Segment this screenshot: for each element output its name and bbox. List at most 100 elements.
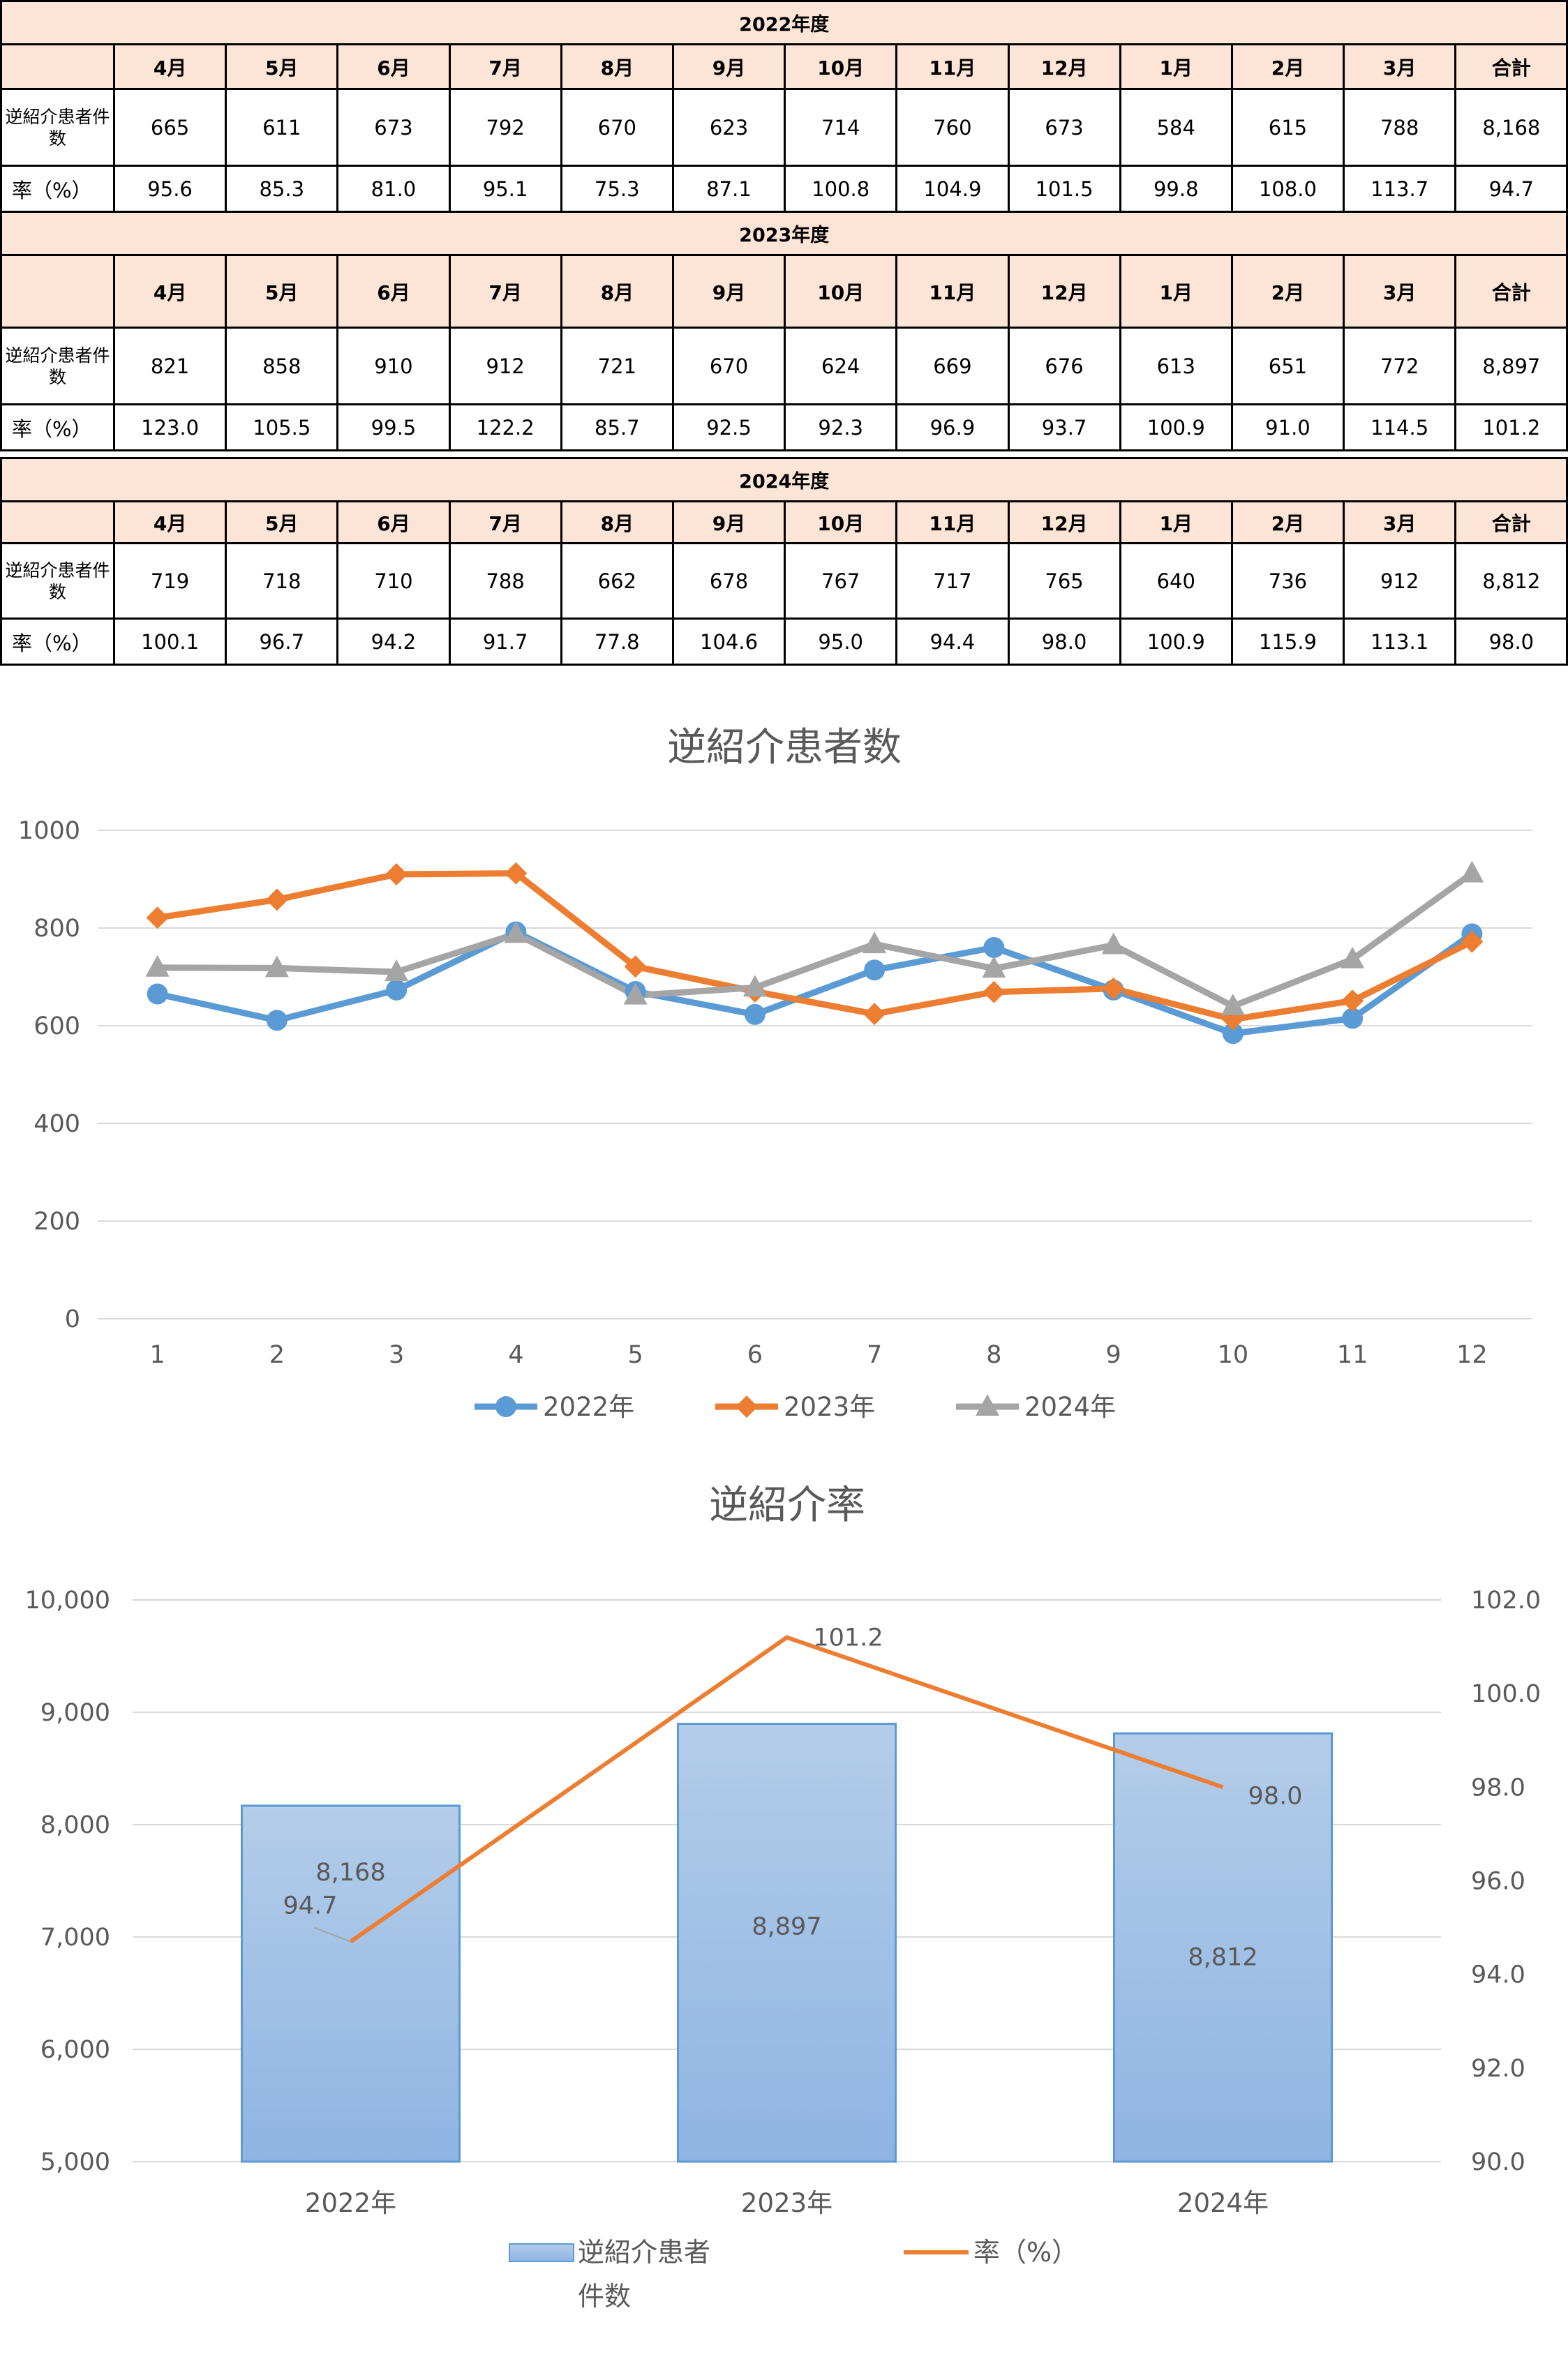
legend-label: 2023年 <box>784 1392 875 1422</box>
corner-cell <box>0 500 115 544</box>
count-cell: 613 <box>1119 327 1233 405</box>
y-right-tick-label: 96.0 <box>1471 1868 1525 1896</box>
month-header: 11月 <box>895 254 1010 329</box>
data-point <box>624 955 647 978</box>
rate-cell: 100.1 <box>112 618 227 666</box>
month-header: 3月 <box>1343 254 1457 329</box>
month-header: 6月 <box>336 500 451 544</box>
bar <box>241 1804 461 2163</box>
month-header: 9月 <box>671 254 786 329</box>
data-point <box>1102 977 1125 1000</box>
bar <box>1113 1732 1333 2163</box>
data-point <box>742 975 767 997</box>
x-tick-label: 6 <box>747 1341 763 1369</box>
y-tick-label: 0 <box>65 1305 80 1333</box>
data-point <box>982 956 1006 978</box>
month-header: 12月 <box>1007 254 1121 329</box>
rate-cell: 95.6 <box>112 165 227 213</box>
row-label-rate: 率（%） <box>0 165 115 213</box>
legend-marker <box>736 1396 758 1418</box>
month-header: 合計 <box>1454 43 1568 90</box>
month-header: 5月 <box>225 43 339 90</box>
month-header: 1月 <box>1119 500 1233 544</box>
count-cell: 662 <box>560 542 674 620</box>
data-point <box>384 959 409 981</box>
month-header: 7月 <box>448 500 562 544</box>
rate-cell: 92.5 <box>671 403 786 451</box>
y-right-tick-label: 92.0 <box>1471 2055 1525 2083</box>
rate-cell: 77.8 <box>560 618 674 666</box>
data-point <box>863 931 887 954</box>
rate-cell: 101.5 <box>1007 165 1121 213</box>
row-label-count: 逆紹介患者件数 <box>0 327 115 405</box>
count-cell: 669 <box>895 327 1010 405</box>
row-label-rate: 率（%） <box>0 618 115 666</box>
count-cell: 772 <box>1343 327 1457 405</box>
x-tick-label: 1 <box>149 1341 165 1369</box>
y-right-tick-label: 90.0 <box>1471 2148 1525 2176</box>
chart-title: 逆紹介率 <box>709 1483 865 1528</box>
count-cell: 736 <box>1230 542 1345 620</box>
rate-cell: 75.3 <box>560 165 674 213</box>
month-header: 合計 <box>1454 254 1568 329</box>
month-header: 2月 <box>1230 43 1345 90</box>
y-left-tick-label: 9,000 <box>40 1699 110 1727</box>
row-label-count: 逆紹介患者件数 <box>0 88 115 167</box>
rate-cell: 105.5 <box>225 403 339 451</box>
count-cell: 821 <box>112 327 227 405</box>
month-header: 10月 <box>784 43 898 90</box>
bar-data-label: 8,812 <box>1188 1943 1257 1971</box>
data-point <box>864 959 886 981</box>
count-cell: 760 <box>895 88 1010 167</box>
month-header: 3月 <box>1343 500 1457 544</box>
rate-cell: 94.7 <box>1454 165 1568 213</box>
month-header: 3月 <box>1343 43 1457 90</box>
month-header: 1月 <box>1119 43 1233 90</box>
y-right-tick-label: 98.0 <box>1471 1774 1525 1802</box>
count-cell: 719 <box>112 542 227 620</box>
x-tick-label: 2022年 <box>305 2188 396 2218</box>
month-header: 7月 <box>448 254 562 329</box>
legend-marker <box>976 1394 999 1416</box>
rate-cell: 114.5 <box>1343 403 1457 451</box>
table-title: 2022年度 <box>0 0 1568 45</box>
month-header: 2月 <box>1230 254 1345 329</box>
rate-cell: 104.9 <box>895 165 1010 213</box>
count-cell: 673 <box>336 88 451 167</box>
month-header: 4月 <box>112 254 227 329</box>
y-tick-label: 1000 <box>18 817 80 845</box>
legend-label: 2022年 <box>543 1392 634 1422</box>
count-cell: 676 <box>1007 327 1121 405</box>
combo-chart-rate: 逆紹介率 5,000 6,000 7,000 8,000 9,000 10,000 90.0… <box>25 1483 1541 2312</box>
data-point <box>385 863 408 885</box>
data-point <box>983 980 1006 1003</box>
month-header: 12月 <box>1007 43 1121 90</box>
x-tick-label: 2024年 <box>1177 2188 1269 2218</box>
series-line-2023年 <box>156 870 1474 1023</box>
count-cell: 788 <box>1343 88 1457 167</box>
count-cell: 665 <box>112 88 227 167</box>
count-cell: 788 <box>448 542 562 620</box>
rate-cell: 100.9 <box>1119 618 1233 666</box>
count-cell: 792 <box>448 88 562 167</box>
x-tick-label: 12 <box>1456 1341 1488 1369</box>
x-tick-label: 7 <box>867 1341 882 1369</box>
legend-line-label: 率（%） <box>973 2237 1078 2268</box>
x-tick-label: 8 <box>986 1341 1001 1369</box>
count-cell: 640 <box>1119 542 1233 620</box>
count-cell: 717 <box>895 542 1010 620</box>
month-header: 10月 <box>784 254 898 329</box>
month-header: 10月 <box>784 500 898 544</box>
row-label-rate: 率（%） <box>0 403 115 451</box>
data-point <box>145 955 170 977</box>
rate-cell: 95.0 <box>784 618 898 666</box>
row-label-count: 逆紹介患者件数 <box>0 542 115 620</box>
count-cell: 611 <box>225 88 339 167</box>
rate-cell: 93.7 <box>1007 403 1121 451</box>
rate-cell: 113.1 <box>1343 618 1457 666</box>
count-cell: 721 <box>560 327 674 405</box>
rate-cell: 87.1 <box>671 165 786 213</box>
line-data-label: 94.7 <box>283 1892 338 1920</box>
month-header: 5月 <box>225 254 339 329</box>
